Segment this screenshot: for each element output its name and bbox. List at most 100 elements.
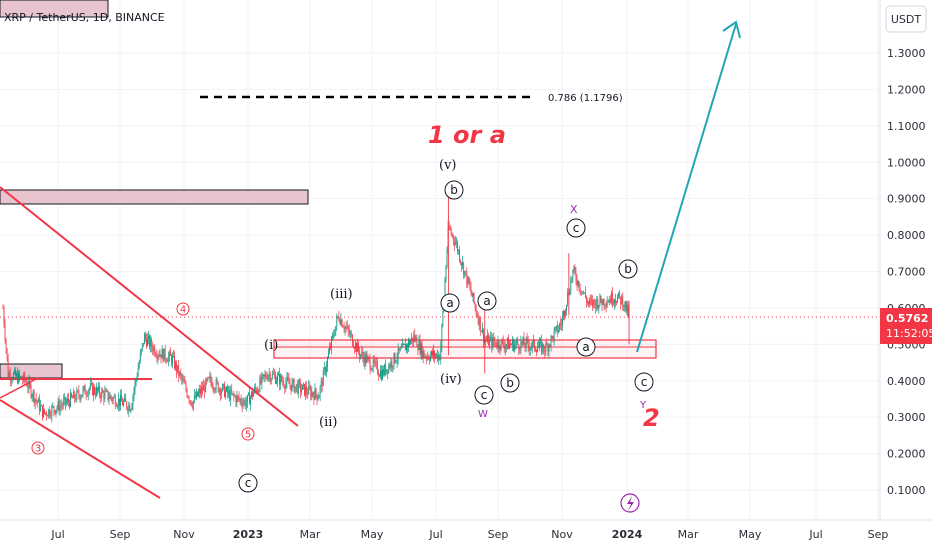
candle-body — [132, 395, 134, 405]
last-price-value: 0.5762 — [886, 312, 928, 325]
candle-body — [351, 334, 353, 346]
wave-ii-label: (ii) — [319, 415, 337, 430]
candle-body — [413, 335, 415, 342]
resistance-zone[interactable] — [0, 189, 309, 205]
candle-body — [425, 356, 427, 359]
candle-body — [327, 357, 328, 367]
candle-body — [181, 375, 183, 380]
candle-body — [345, 326, 347, 328]
wave-i-label: (i) — [264, 338, 278, 353]
candle-body — [477, 316, 479, 325]
candle-body — [627, 304, 629, 316]
time-tick-label: May — [361, 528, 384, 541]
candle-body — [29, 380, 31, 386]
candle-body — [206, 379, 208, 381]
candle-body — [93, 386, 94, 395]
candle-body — [53, 406, 55, 411]
candle-body — [199, 389, 200, 393]
candle-body — [414, 335, 416, 341]
candle-body — [579, 289, 581, 291]
candle-body — [610, 292, 612, 303]
candle-body — [204, 385, 206, 393]
candle-body — [328, 353, 329, 358]
candle-body — [569, 292, 571, 295]
candle-body — [22, 379, 24, 381]
candle-body — [365, 354, 367, 363]
candle-body — [424, 356, 426, 358]
time-tick-label: May — [739, 528, 762, 541]
currency-badge[interactable]: USDT — [885, 5, 927, 33]
candle-body — [433, 351, 434, 357]
candle-body — [494, 341, 496, 343]
candle-body — [530, 347, 532, 348]
trendline-up-small[interactable] — [0, 377, 39, 399]
candle-body — [316, 394, 318, 400]
svg-text:c: c — [573, 221, 580, 235]
candle-body — [208, 377, 210, 379]
candle-body — [164, 348, 166, 360]
candle-body — [467, 276, 469, 284]
candle-body — [597, 299, 599, 309]
candle-body — [23, 373, 25, 381]
candle-body — [553, 330, 555, 341]
candle-body — [12, 373, 14, 380]
label-1-or-a: 1 or a — [428, 121, 506, 149]
candle-body — [463, 262, 465, 275]
trendline-down-lower[interactable] — [0, 399, 161, 499]
candle-body — [382, 369, 383, 380]
lightning-icon[interactable] — [620, 493, 640, 513]
candle-body — [347, 326, 349, 331]
candle-body — [458, 250, 459, 252]
candle-body — [513, 340, 514, 351]
candle-series[interactable] — [2, 187, 630, 423]
candle-body — [240, 398, 242, 404]
time-tick-label: 2024 — [612, 528, 643, 541]
candle-body — [535, 349, 536, 351]
candle-body — [151, 339, 153, 347]
candle-body — [79, 395, 81, 400]
candle-body — [273, 374, 275, 376]
candle-body — [446, 250, 448, 267]
candle-body — [263, 374, 265, 377]
candle-body — [168, 351, 170, 357]
candle-body — [147, 338, 148, 347]
price-axis-panel[interactable] — [880, 0, 932, 520]
candle-body — [120, 395, 121, 406]
candle-body — [150, 339, 152, 347]
price-tick-label: 0.1000 — [887, 484, 926, 497]
candle-body — [480, 330, 482, 333]
candle-body — [122, 401, 123, 406]
candle-body — [50, 415, 52, 417]
candle-body — [126, 401, 128, 408]
candle-body — [280, 375, 282, 385]
candle-body — [251, 391, 252, 397]
candle-body — [232, 393, 234, 394]
small-zone-top-left[interactable] — [0, 0, 109, 18]
candle-body — [528, 345, 530, 350]
price-tick-label: 1.2000 — [887, 83, 926, 96]
support-zone[interactable] — [273, 339, 657, 359]
projection-arrow-line[interactable] — [636, 23, 737, 353]
candle-body — [574, 267, 576, 273]
candle-body — [163, 348, 165, 361]
candle-body — [140, 348, 142, 354]
candle-body — [238, 396, 240, 400]
last-price-marker[interactable]: 0.5762 11:52:05 — [880, 308, 932, 344]
candle-body — [618, 292, 620, 297]
candle-body — [287, 377, 289, 380]
candle-body — [39, 405, 41, 411]
candle-body — [24, 373, 26, 381]
candle-body — [581, 291, 583, 294]
candle-body — [431, 351, 432, 356]
candle-body — [262, 374, 264, 376]
candle-body — [323, 367, 325, 371]
candle-body — [20, 376, 22, 378]
candle-body — [557, 329, 559, 333]
candle-body — [483, 328, 484, 343]
candle-body — [277, 375, 278, 382]
svg-text:c: c — [481, 388, 488, 402]
trendline-down-upper[interactable] — [0, 186, 299, 427]
time-tick-label: Mar — [300, 528, 321, 541]
candle-body — [158, 355, 160, 357]
